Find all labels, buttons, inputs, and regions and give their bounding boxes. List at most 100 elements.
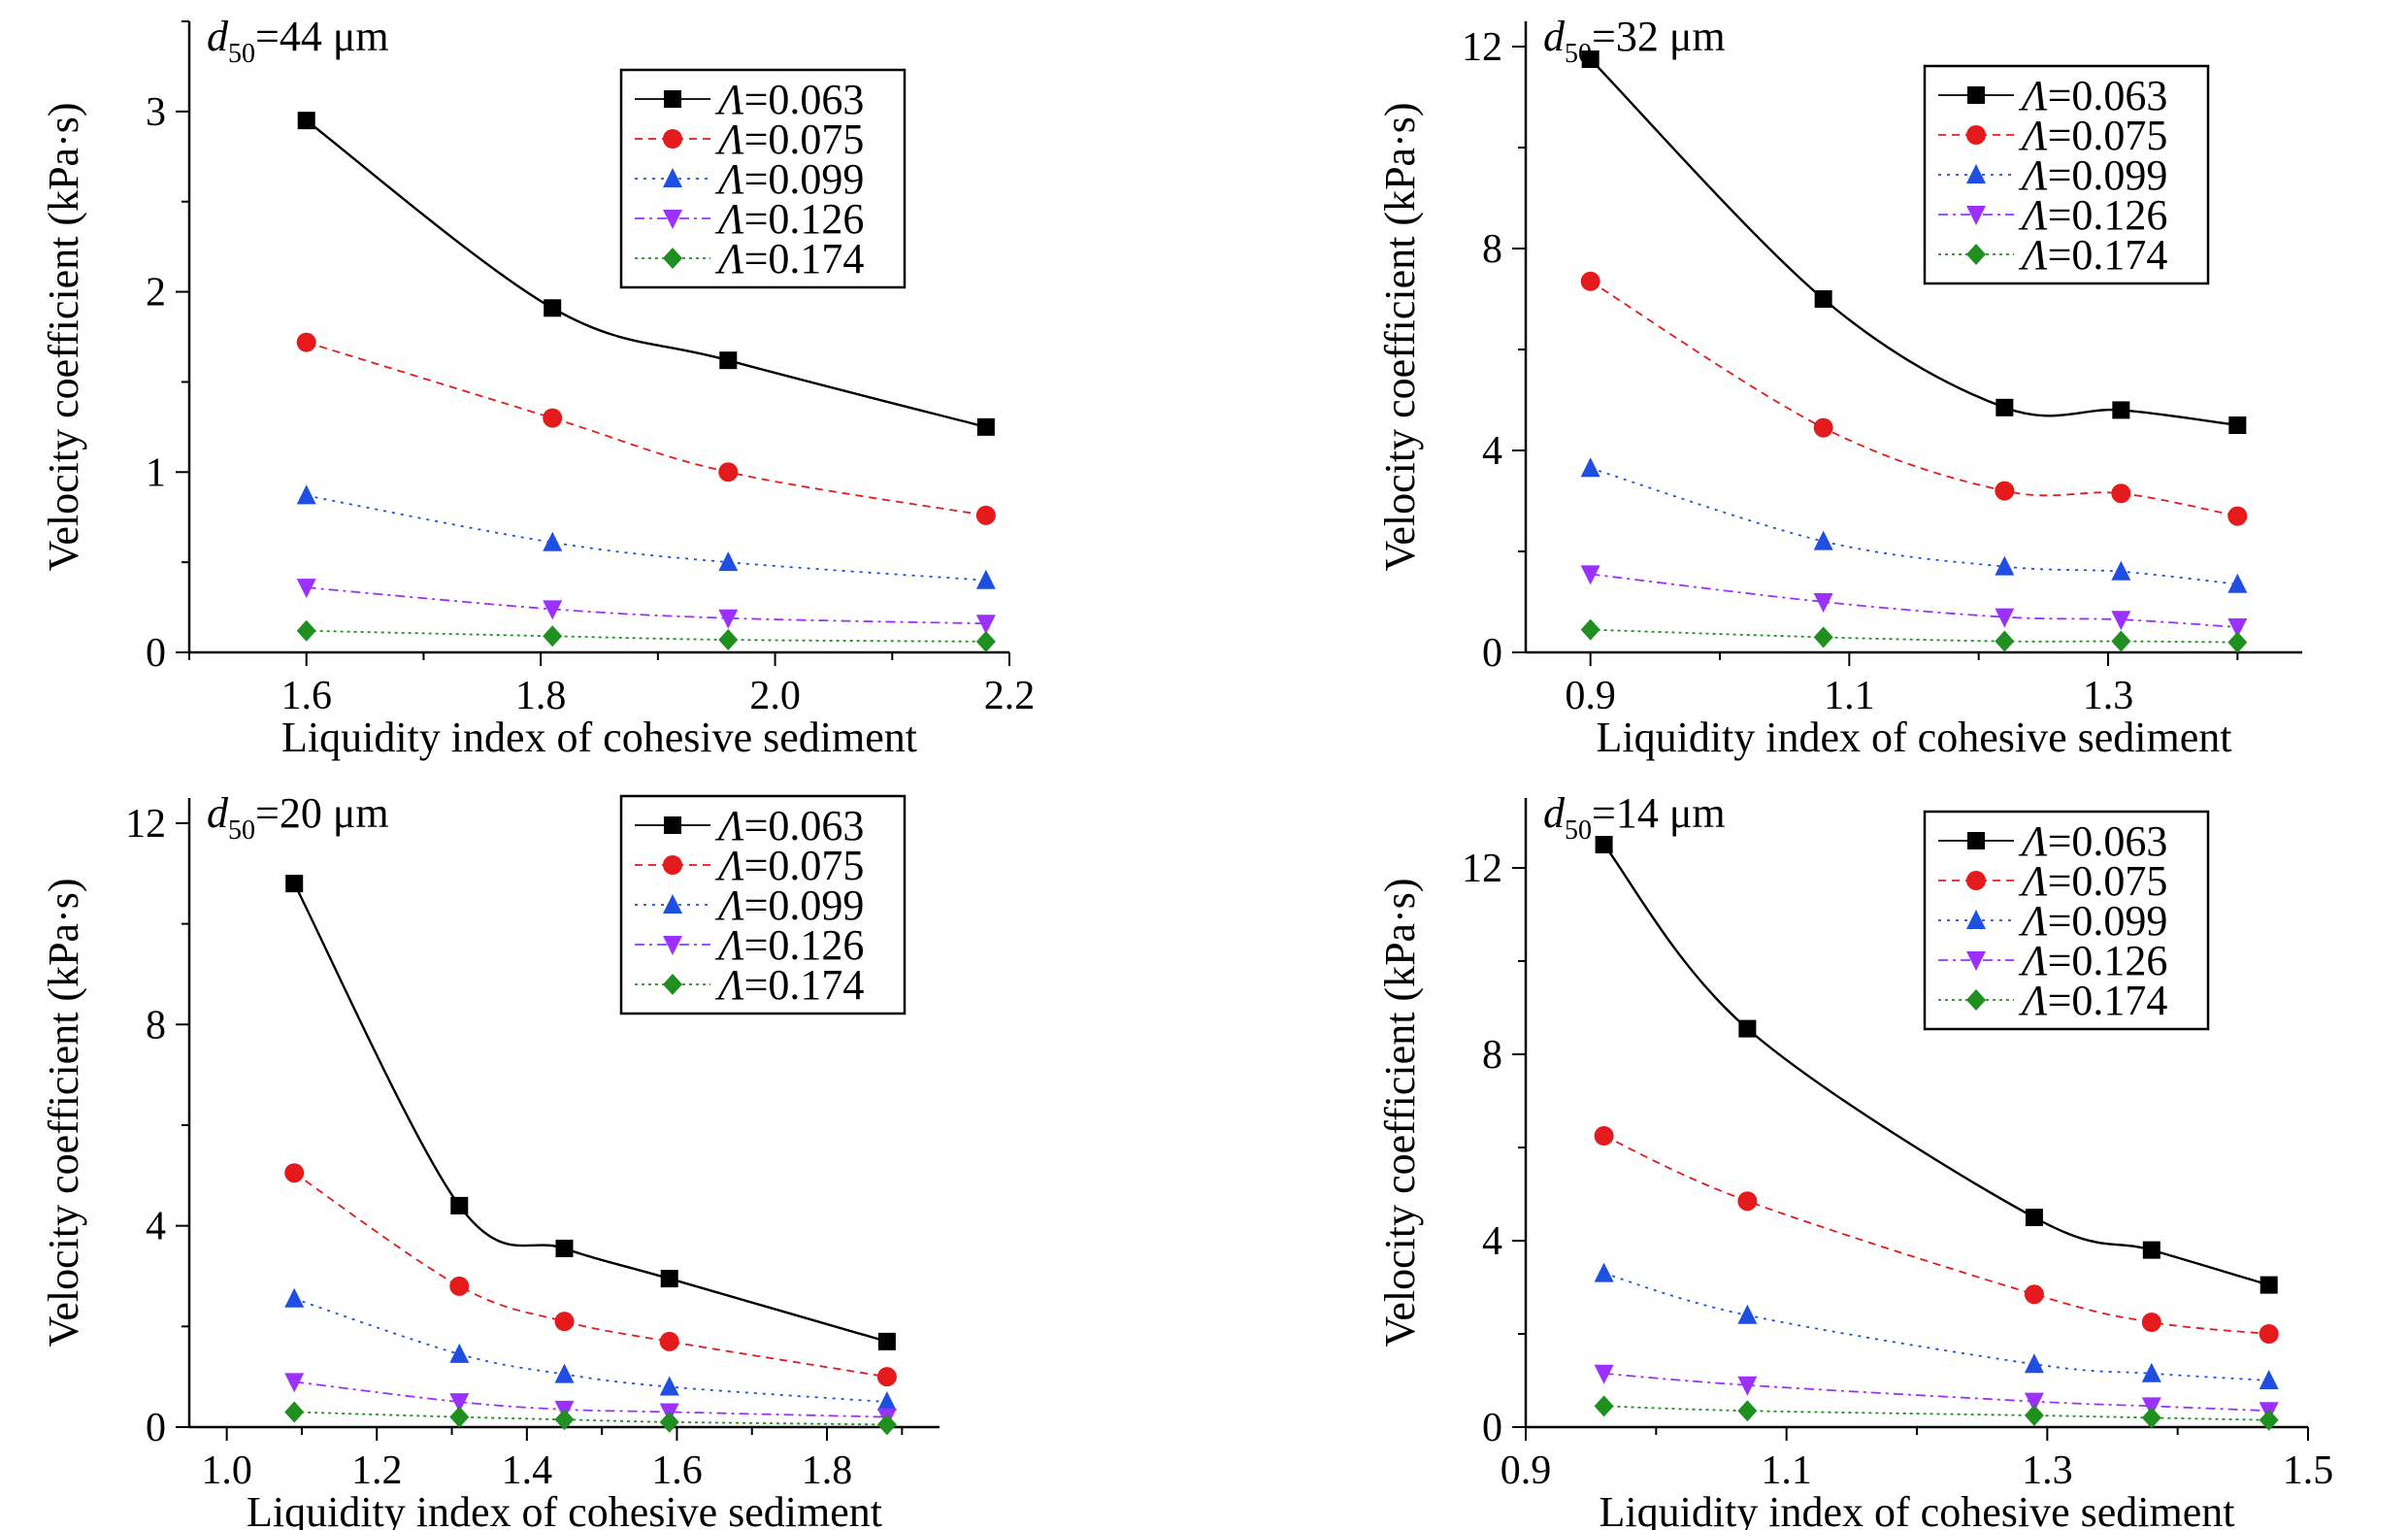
data-point	[284, 1287, 305, 1308]
legend-marker	[664, 816, 681, 834]
legend-marker	[1967, 86, 1985, 104]
legend-label: Λ=0.174	[714, 235, 864, 283]
y-tick-label: 4	[1482, 429, 1502, 474]
data-point	[1581, 50, 1600, 68]
data-point	[975, 615, 996, 635]
y-tick-label: 1	[146, 450, 166, 495]
x-tick-label: 1.8	[515, 674, 567, 718]
legend-label: Λ=0.099	[2018, 151, 2167, 199]
legend-marker	[663, 936, 682, 955]
data-point	[1814, 290, 1832, 308]
data-point	[284, 1401, 305, 1423]
legend-marker	[663, 210, 682, 229]
legend-label: Λ=0.063	[714, 802, 864, 849]
legend-label: Λ=0.099	[2018, 897, 2167, 945]
legend-label: Λ=0.174	[2018, 231, 2167, 279]
data-point	[544, 299, 562, 317]
legend-label: Λ=0.063	[714, 76, 864, 123]
series-line-4	[294, 1380, 887, 1418]
legend-label: Λ=0.099	[714, 881, 864, 929]
data-point	[1594, 1364, 1614, 1384]
legend-marker	[663, 168, 682, 187]
data-point	[877, 1332, 896, 1350]
y-tick-label: 3	[146, 90, 166, 135]
x-tick-label: 1.4	[502, 1448, 553, 1493]
data-point	[554, 1363, 575, 1383]
y-axis-title: Velocity coefficient (kPa·s)	[40, 102, 87, 571]
data-point	[1580, 271, 1600, 291]
data-point	[296, 332, 316, 352]
x-tick-label: 0.9	[1501, 1448, 1552, 1493]
series-line-4	[306, 586, 986, 625]
data-point	[1737, 1304, 1758, 1324]
legend-label: Λ=0.075	[714, 842, 864, 889]
series-line-4	[1603, 1372, 2269, 1413]
data-point	[1594, 1126, 1614, 1146]
series-line-5	[1603, 1405, 2269, 1421]
legend-label: Λ=0.174	[714, 961, 864, 1009]
data-point	[1996, 398, 2014, 416]
series-line-1	[293, 882, 888, 1344]
x-axis-title: Liquidity index of cohesive sediment	[247, 1488, 882, 1530]
x-tick-label: 1.6	[651, 1448, 703, 1493]
data-point	[2141, 1407, 2161, 1429]
legend-marker	[1966, 244, 1986, 265]
y-tick-label: 4	[1482, 1219, 1502, 1264]
x-tick-label: 1.8	[802, 1448, 853, 1493]
data-point	[1594, 1262, 1614, 1282]
data-point	[2024, 1353, 2044, 1374]
series-line-5	[294, 1411, 887, 1426]
x-axis-title: Liquidity index of cohesive sediment	[1597, 714, 2232, 761]
data-point	[2024, 1405, 2044, 1426]
series-line-5	[306, 629, 986, 643]
data-point	[659, 1411, 679, 1433]
data-point	[976, 417, 995, 436]
data-point	[2259, 1370, 2279, 1389]
legend-label: Λ=0.063	[2018, 72, 2167, 119]
legend-marker	[1966, 164, 1986, 183]
data-point	[2259, 1324, 2279, 1344]
data-point	[449, 1406, 470, 1428]
data-point	[1737, 1376, 1758, 1396]
legend-label: Λ=0.174	[2018, 977, 2167, 1024]
data-point	[1813, 530, 1833, 550]
y-tick-label: 0	[146, 631, 166, 676]
y-tick-label: 12	[1462, 25, 1502, 70]
data-point	[718, 609, 739, 629]
legend-marker	[1967, 832, 1985, 849]
data-point	[1813, 626, 1833, 649]
legend-marker	[664, 90, 681, 108]
data-point	[1580, 618, 1600, 641]
data-point	[296, 579, 316, 599]
legend-label: Λ=0.099	[714, 155, 864, 203]
data-point	[2227, 506, 2248, 526]
data-point	[718, 629, 739, 650]
data-point	[1995, 608, 2015, 628]
data-point	[1738, 1019, 1757, 1038]
panel-title: d50=14 μm	[1543, 789, 1726, 846]
data-point	[2142, 1241, 2161, 1259]
data-point	[2141, 1362, 2161, 1382]
legend-marker	[1966, 871, 1986, 890]
data-point	[284, 1373, 305, 1393]
y-axis-title: Velocity coefficient (kPa·s)	[40, 878, 87, 1347]
data-point	[555, 1239, 574, 1257]
panel-title: d50=20 μm	[207, 789, 389, 846]
data-point	[2227, 631, 2248, 653]
y-tick-label: 12	[125, 802, 166, 847]
data-point	[876, 1391, 897, 1412]
legend-marker	[663, 894, 682, 914]
series-line-2	[293, 1172, 888, 1379]
legend-label: Λ=0.075	[714, 116, 864, 163]
y-tick-label: 0	[146, 1406, 166, 1450]
data-point	[1737, 1191, 1758, 1212]
data-point	[660, 1270, 678, 1288]
legend-marker	[1966, 989, 1986, 1011]
data-point	[2227, 618, 2248, 638]
data-point	[975, 569, 996, 589]
x-axis-title: Liquidity index of cohesive sediment	[1600, 1488, 2235, 1530]
series-line-1	[1602, 844, 2270, 1286]
data-point	[718, 551, 739, 572]
legend-marker	[1966, 206, 1986, 225]
